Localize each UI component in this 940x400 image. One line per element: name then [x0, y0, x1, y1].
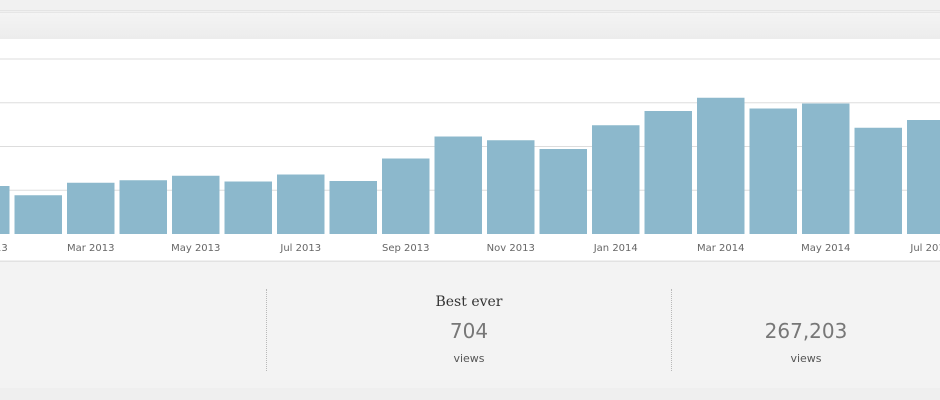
chart-bars [0, 97, 940, 235]
bottom-strip [0, 388, 940, 400]
chart-bar[interactable] [749, 108, 798, 235]
chart-x-tick-label: May 2013 [171, 243, 220, 254]
stat-block-left [0, 262, 266, 388]
chart-bar[interactable] [487, 140, 535, 234]
chart-bar[interactable] [697, 97, 745, 234]
chart-bar[interactable] [539, 149, 588, 234]
total-views-value: 267,203 [764, 319, 848, 343]
chart-x-tick-label: May 2014 [801, 243, 850, 254]
stat-block-best-ever: Best ever 704 views [267, 262, 671, 388]
chart-x-tick-label: Jan 2013 [0, 243, 8, 254]
total-views-unit: views [790, 352, 822, 365]
views-bar-chart: Jan 2013 Mar 2013 May 2013 Jul 2013 Sep 2013… [0, 58, 940, 254]
chart-bar[interactable] [277, 174, 325, 235]
top-strip [0, 0, 940, 11]
chart-x-tick-label: Jul 2013 [279, 243, 321, 254]
chart-panel-header [0, 12, 940, 40]
chart-bar[interactable] [67, 182, 115, 234]
chart-x-tick-label: Mar 2013 [67, 243, 115, 254]
chart-x-tick-label: Mar 2014 [697, 243, 745, 254]
chart-bar[interactable] [0, 186, 10, 234]
chart-x-tick-label: Jan 2014 [593, 243, 638, 254]
chart-bar[interactable] [592, 125, 640, 234]
stat-divider [671, 289, 672, 371]
chart-bar[interactable] [329, 181, 378, 234]
chart-bar[interactable] [119, 180, 168, 234]
best-ever-value: 704 [449, 319, 489, 343]
chart-bar[interactable] [802, 103, 850, 235]
chart-bar[interactable] [382, 158, 430, 235]
chart-bar[interactable] [644, 111, 693, 234]
best-ever-heading: Best ever [435, 294, 503, 310]
stat-divider [266, 289, 267, 371]
chart-bar[interactable] [434, 136, 483, 235]
chart-bar[interactable] [907, 120, 940, 234]
chart-x-tick-label: Nov 2013 [487, 243, 535, 254]
stat-block-total-views: 267,203 views [672, 262, 940, 388]
views-chart: Jan 2013 Mar 2013 May 2013 Jul 2013 Sep 2013… [0, 39, 940, 260]
chart-bar[interactable] [224, 181, 273, 235]
chart-bar[interactable] [14, 195, 63, 234]
chart-bar[interactable] [172, 175, 220, 234]
chart-x-tick-label: Jul 2014 [909, 243, 940, 254]
chart-bar[interactable] [854, 127, 903, 234]
best-ever-unit: views [453, 352, 485, 365]
chart-x-axis-ticks: Jan 2013 Mar 2013 May 2013 Jul 2013 Sep 2013… [0, 243, 940, 254]
chart-x-tick-label: Sep 2013 [382, 243, 429, 254]
stats-summary-row: Best ever 704 views 267,203 views [0, 261, 940, 389]
